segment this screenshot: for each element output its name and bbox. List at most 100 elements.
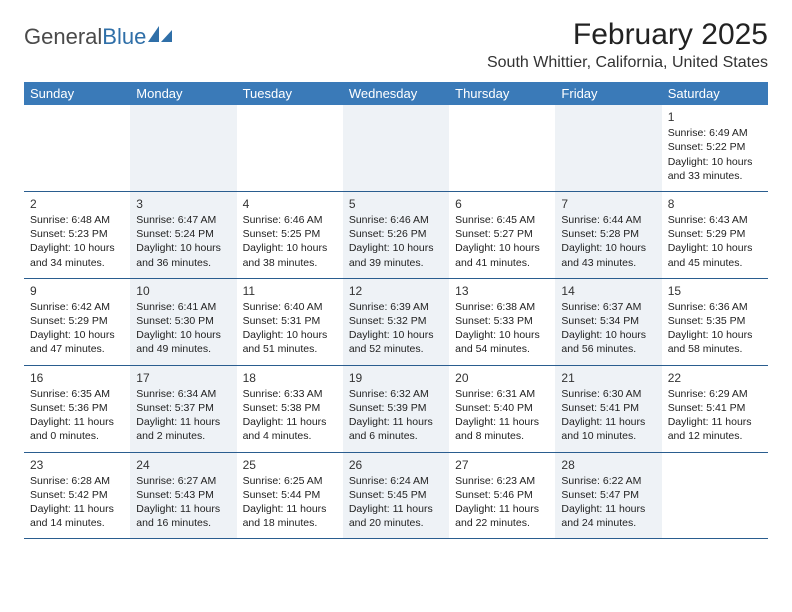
sunrise-text: Sunrise: 6:30 AM	[561, 387, 655, 401]
day-cell: 12Sunrise: 6:39 AMSunset: 5:32 PMDayligh…	[343, 279, 449, 365]
daylight-text: Daylight: 10 hours and 58 minutes.	[668, 328, 762, 356]
daylight-text: Daylight: 10 hours and 34 minutes.	[30, 241, 124, 269]
day-cell: 15Sunrise: 6:36 AMSunset: 5:35 PMDayligh…	[662, 279, 768, 365]
sunrise-text: Sunrise: 6:33 AM	[243, 387, 337, 401]
day-number: 9	[30, 283, 124, 299]
day-cell: 23Sunrise: 6:28 AMSunset: 5:42 PMDayligh…	[24, 453, 130, 539]
daylight-text: Daylight: 10 hours and 43 minutes.	[561, 241, 655, 269]
day-number: 26	[349, 457, 443, 473]
daylight-text: Daylight: 10 hours and 36 minutes.	[136, 241, 230, 269]
weekday-label: Saturday	[662, 82, 768, 105]
day-number: 24	[136, 457, 230, 473]
sunrise-text: Sunrise: 6:27 AM	[136, 474, 230, 488]
brand-logo: GeneralBlue	[24, 24, 174, 50]
day-number: 25	[243, 457, 337, 473]
day-number: 13	[455, 283, 549, 299]
day-number: 3	[136, 196, 230, 212]
day-number: 23	[30, 457, 124, 473]
sunset-text: Sunset: 5:35 PM	[668, 314, 762, 328]
sail-icon	[148, 24, 174, 50]
sunset-text: Sunset: 5:31 PM	[243, 314, 337, 328]
daylight-text: Daylight: 11 hours and 8 minutes.	[455, 415, 549, 443]
day-number: 2	[30, 196, 124, 212]
day-number: 10	[136, 283, 230, 299]
sunrise-text: Sunrise: 6:47 AM	[136, 213, 230, 227]
sunset-text: Sunset: 5:30 PM	[136, 314, 230, 328]
sunrise-text: Sunrise: 6:46 AM	[349, 213, 443, 227]
sunrise-text: Sunrise: 6:37 AM	[561, 300, 655, 314]
daylight-text: Daylight: 11 hours and 16 minutes.	[136, 502, 230, 530]
day-cell: 8Sunrise: 6:43 AMSunset: 5:29 PMDaylight…	[662, 192, 768, 278]
weekday-label: Wednesday	[343, 82, 449, 105]
sunset-text: Sunset: 5:23 PM	[30, 227, 124, 241]
daylight-text: Daylight: 11 hours and 22 minutes.	[455, 502, 549, 530]
day-cell: 9Sunrise: 6:42 AMSunset: 5:29 PMDaylight…	[24, 279, 130, 365]
day-number: 17	[136, 370, 230, 386]
day-cell: 4Sunrise: 6:46 AMSunset: 5:25 PMDaylight…	[237, 192, 343, 278]
calendar-week: 9Sunrise: 6:42 AMSunset: 5:29 PMDaylight…	[24, 279, 768, 366]
day-number: 8	[668, 196, 762, 212]
daylight-text: Daylight: 10 hours and 47 minutes.	[30, 328, 124, 356]
daylight-text: Daylight: 10 hours and 54 minutes.	[455, 328, 549, 356]
day-number: 11	[243, 283, 337, 299]
day-cell: 6Sunrise: 6:45 AMSunset: 5:27 PMDaylight…	[449, 192, 555, 278]
day-number: 18	[243, 370, 337, 386]
sunset-text: Sunset: 5:36 PM	[30, 401, 124, 415]
calendar-week: 23Sunrise: 6:28 AMSunset: 5:42 PMDayligh…	[24, 453, 768, 540]
day-number: 15	[668, 283, 762, 299]
day-cell: 24Sunrise: 6:27 AMSunset: 5:43 PMDayligh…	[130, 453, 236, 539]
day-number: 22	[668, 370, 762, 386]
day-cell: 2Sunrise: 6:48 AMSunset: 5:23 PMDaylight…	[24, 192, 130, 278]
weekday-label: Friday	[555, 82, 661, 105]
day-number: 27	[455, 457, 549, 473]
sunrise-text: Sunrise: 6:46 AM	[243, 213, 337, 227]
daylight-text: Daylight: 11 hours and 10 minutes.	[561, 415, 655, 443]
calendar-grid: 1Sunrise: 6:49 AMSunset: 5:22 PMDaylight…	[24, 105, 768, 539]
sunrise-text: Sunrise: 6:29 AM	[668, 387, 762, 401]
sunset-text: Sunset: 5:41 PM	[668, 401, 762, 415]
sunset-text: Sunset: 5:34 PM	[561, 314, 655, 328]
sunset-text: Sunset: 5:37 PM	[136, 401, 230, 415]
day-cell: 22Sunrise: 6:29 AMSunset: 5:41 PMDayligh…	[662, 366, 768, 452]
day-cell: 1Sunrise: 6:49 AMSunset: 5:22 PMDaylight…	[662, 105, 768, 191]
sunrise-text: Sunrise: 6:43 AM	[668, 213, 762, 227]
sunrise-text: Sunrise: 6:40 AM	[243, 300, 337, 314]
day-number: 21	[561, 370, 655, 386]
daylight-text: Daylight: 10 hours and 38 minutes.	[243, 241, 337, 269]
day-number: 28	[561, 457, 655, 473]
daylight-text: Daylight: 11 hours and 2 minutes.	[136, 415, 230, 443]
day-number: 16	[30, 370, 124, 386]
day-cell	[24, 105, 130, 191]
day-cell: 26Sunrise: 6:24 AMSunset: 5:45 PMDayligh…	[343, 453, 449, 539]
daylight-text: Daylight: 10 hours and 39 minutes.	[349, 241, 443, 269]
weekday-label: Thursday	[449, 82, 555, 105]
day-cell: 16Sunrise: 6:35 AMSunset: 5:36 PMDayligh…	[24, 366, 130, 452]
location-text: South Whittier, California, United State…	[487, 54, 768, 72]
day-cell: 3Sunrise: 6:47 AMSunset: 5:24 PMDaylight…	[130, 192, 236, 278]
sunset-text: Sunset: 5:29 PM	[30, 314, 124, 328]
weekday-label: Tuesday	[237, 82, 343, 105]
day-cell: 14Sunrise: 6:37 AMSunset: 5:34 PMDayligh…	[555, 279, 661, 365]
day-cell: 27Sunrise: 6:23 AMSunset: 5:46 PMDayligh…	[449, 453, 555, 539]
daylight-text: Daylight: 11 hours and 12 minutes.	[668, 415, 762, 443]
daylight-text: Daylight: 10 hours and 45 minutes.	[668, 241, 762, 269]
sunset-text: Sunset: 5:43 PM	[136, 488, 230, 502]
day-number: 7	[561, 196, 655, 212]
day-cell	[555, 105, 661, 191]
day-number: 19	[349, 370, 443, 386]
sunrise-text: Sunrise: 6:42 AM	[30, 300, 124, 314]
sunset-text: Sunset: 5:46 PM	[455, 488, 549, 502]
day-cell: 13Sunrise: 6:38 AMSunset: 5:33 PMDayligh…	[449, 279, 555, 365]
day-cell: 28Sunrise: 6:22 AMSunset: 5:47 PMDayligh…	[555, 453, 661, 539]
sunrise-text: Sunrise: 6:23 AM	[455, 474, 549, 488]
day-number: 14	[561, 283, 655, 299]
daylight-text: Daylight: 11 hours and 4 minutes.	[243, 415, 337, 443]
daylight-text: Daylight: 11 hours and 20 minutes.	[349, 502, 443, 530]
month-title: February 2025	[487, 18, 768, 52]
day-cell: 17Sunrise: 6:34 AMSunset: 5:37 PMDayligh…	[130, 366, 236, 452]
sunrise-text: Sunrise: 6:22 AM	[561, 474, 655, 488]
daylight-text: Daylight: 11 hours and 0 minutes.	[30, 415, 124, 443]
day-cell: 7Sunrise: 6:44 AMSunset: 5:28 PMDaylight…	[555, 192, 661, 278]
sunset-text: Sunset: 5:26 PM	[349, 227, 443, 241]
weekday-label: Sunday	[24, 82, 130, 105]
